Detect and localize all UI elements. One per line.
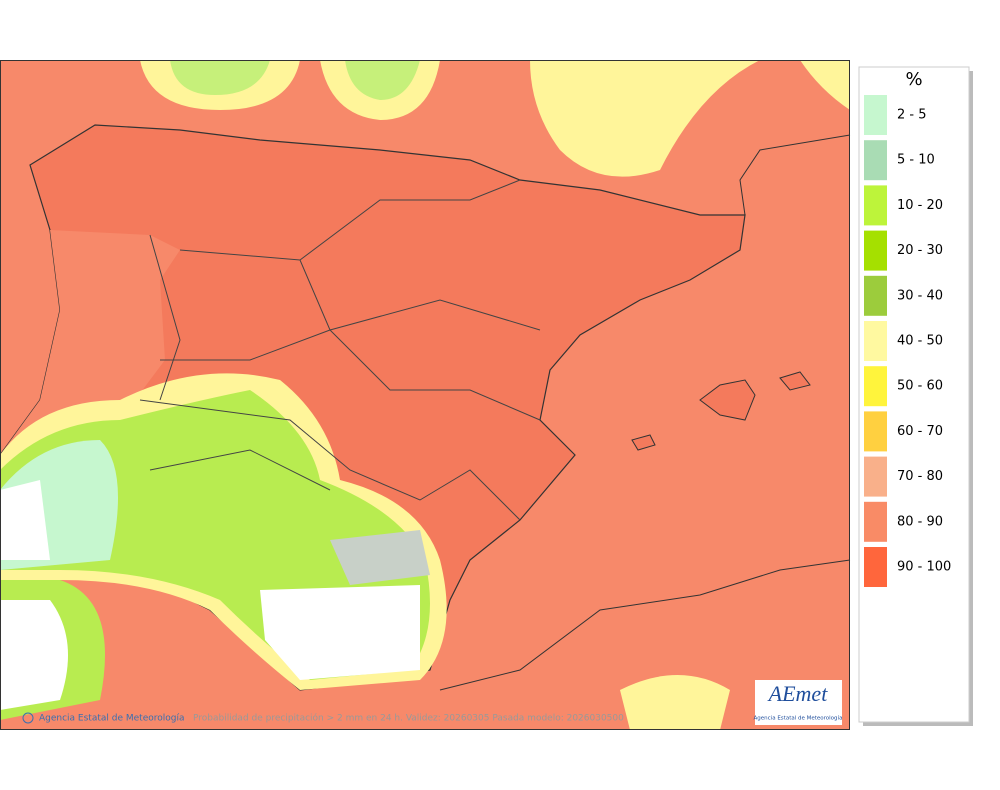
- legend-label: 2 - 5: [897, 108, 927, 123]
- legend-swatch: [864, 366, 887, 407]
- legend-swatch: [864, 411, 887, 452]
- legend-swatch: [864, 230, 887, 271]
- legend-swatch: [864, 185, 887, 226]
- legend-label: 40 - 50: [897, 334, 943, 349]
- legend-label: 70 - 80: [897, 469, 943, 484]
- logo-name: AEmet: [767, 681, 829, 706]
- logo: AEmet Agencia Estatal de Meteorología: [754, 680, 843, 725]
- legend-swatch: [864, 140, 887, 181]
- legend-swatch: [864, 275, 887, 316]
- legend-label: 5 - 10: [897, 153, 935, 168]
- credit: Agencia Estatal de Meteorología Probabil…: [22, 712, 624, 724]
- legend-swatch: [864, 547, 887, 587]
- legend-label: 80 - 90: [897, 514, 943, 529]
- legend-swatch: [864, 456, 887, 497]
- credit-text: Agencia Estatal de Meteorología: [39, 714, 185, 724]
- legend-swatch: [864, 95, 887, 135]
- caption: Probabilidad de precipitación > 2 mm en …: [193, 713, 624, 724]
- map: [0, 60, 851, 730]
- logo-subtitle: Agencia Estatal de Meteorología: [754, 715, 843, 722]
- legend-swatch: [864, 501, 887, 542]
- legend-swatch: [864, 321, 887, 361]
- legend-title: %: [905, 69, 922, 90]
- legend-label: 30 - 40: [897, 288, 943, 303]
- legend-label: 20 - 30: [897, 243, 943, 258]
- legend-label: 10 - 20: [897, 198, 943, 213]
- legend-label: 50 - 60: [897, 379, 943, 394]
- legend-label: 90 - 100: [897, 560, 951, 575]
- legend-label: 60 - 70: [897, 424, 943, 439]
